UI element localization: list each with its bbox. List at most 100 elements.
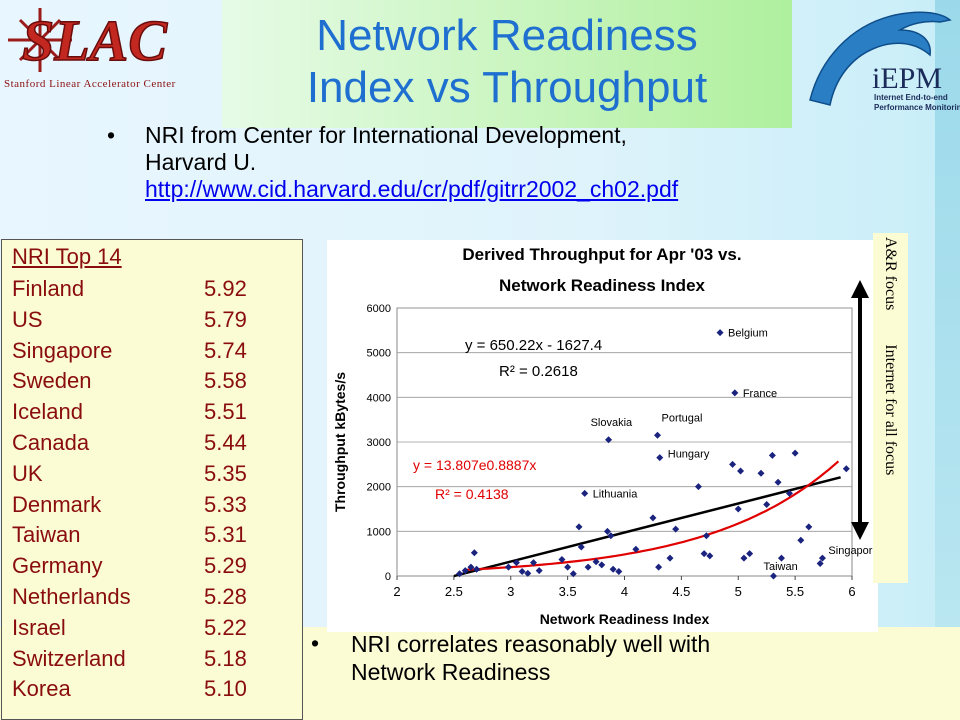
data-point bbox=[706, 552, 714, 560]
iepm-logo: iEPM Internet End-to-end Performance Mon… bbox=[800, 0, 960, 120]
exponential-trendline bbox=[465, 460, 840, 571]
x-axis-label: Network Readiness Index bbox=[540, 611, 710, 627]
data-point bbox=[609, 565, 617, 573]
x-tick-label: 3 bbox=[507, 584, 514, 599]
data-point bbox=[777, 554, 785, 562]
nri-row: Taiwan 5.31 bbox=[12, 522, 302, 553]
bullet-correlation-line2: Network Readiness bbox=[351, 659, 551, 685]
cid-harvard-link[interactable]: http://www.cid.harvard.edu/cr/pdf/gitrr2… bbox=[145, 176, 679, 202]
nri-row: Iceland 5.51 bbox=[12, 399, 302, 430]
title-box: Network Readiness Index vs Throughput bbox=[222, 0, 792, 128]
bullet-marker: • bbox=[107, 122, 116, 148]
linear-r2: R² = 0.2618 bbox=[499, 363, 578, 380]
nri-value: 5.22 bbox=[204, 614, 247, 640]
nri-country: UK bbox=[12, 460, 43, 486]
x-tick-label: 2.5 bbox=[445, 584, 463, 599]
nri-value: 5.51 bbox=[204, 399, 247, 425]
data-point bbox=[518, 568, 526, 576]
nri-value: 5.92 bbox=[204, 276, 247, 301]
data-point bbox=[702, 532, 710, 540]
data-point bbox=[592, 558, 600, 566]
nri-row: Canada 5.44 bbox=[12, 430, 302, 461]
data-point bbox=[770, 572, 778, 580]
nri-country: Finland bbox=[12, 276, 85, 301]
y-tick-label: 4000 bbox=[367, 392, 391, 404]
bullet-nri-source-line1: NRI from Center for International Develo… bbox=[145, 122, 627, 148]
data-point bbox=[649, 514, 657, 522]
nri-country: Iceland bbox=[12, 399, 83, 425]
data-point bbox=[615, 568, 623, 576]
nri-country: Singapore bbox=[12, 337, 113, 363]
data-point bbox=[737, 467, 745, 475]
nri-row: UK 5.35 bbox=[12, 461, 302, 492]
data-point bbox=[716, 329, 724, 337]
nri-row: Singapore 5.74 bbox=[12, 338, 302, 369]
nri-value: 5.35 bbox=[204, 460, 247, 486]
data-point bbox=[461, 567, 469, 575]
vertical-double-arrow-icon bbox=[851, 280, 869, 540]
slac-subtitle: Stanford Linear Accelerator Center bbox=[4, 78, 176, 90]
bullet-correlation: • NRI correlates reasonably well with Ne… bbox=[311, 630, 911, 686]
chart-title-line2: Network Readiness Index bbox=[499, 276, 706, 295]
slac-logo: SLAC Stanford Linear Accelerator Center bbox=[0, 0, 218, 100]
nri-country: Denmark bbox=[12, 491, 102, 517]
x-tick-label: 5 bbox=[735, 584, 742, 599]
nri-value: 5.58 bbox=[204, 368, 247, 394]
nri-row: Netherlands 5.28 bbox=[12, 584, 302, 615]
data-point bbox=[598, 561, 606, 569]
page-title-line2: Index vs Throughput bbox=[306, 63, 708, 112]
data-point bbox=[470, 549, 478, 557]
data-point bbox=[700, 550, 708, 558]
nri-top14-header: NRI Top 14 bbox=[12, 244, 122, 269]
data-point bbox=[666, 554, 674, 562]
x-tick-label: 2 bbox=[393, 584, 400, 599]
data-point bbox=[757, 469, 765, 477]
nri-country: Canada bbox=[12, 430, 90, 455]
nri-row: Switzerland 5.18 bbox=[12, 646, 302, 677]
point-label: France bbox=[743, 388, 777, 400]
y-tick-label: 2000 bbox=[367, 482, 391, 494]
point-label: Belgium bbox=[728, 328, 768, 340]
data-point bbox=[797, 536, 805, 544]
data-point bbox=[535, 567, 543, 575]
focus-side-label: A&R focus Internet for all focus bbox=[873, 233, 908, 583]
nri-row: Germany 5.29 bbox=[12, 553, 302, 584]
data-point bbox=[791, 449, 799, 457]
y-tick-label: 5000 bbox=[367, 348, 391, 360]
nri-value: 5.18 bbox=[204, 645, 247, 671]
nri-country: US bbox=[12, 306, 43, 332]
point-label: Slovakia bbox=[591, 417, 633, 429]
data-point bbox=[581, 489, 589, 497]
data-point bbox=[558, 555, 566, 563]
iepm-subtitle-2: Performance Monitoring bbox=[874, 103, 960, 112]
right-stripe bbox=[935, 0, 960, 627]
nri-value: 5.10 bbox=[204, 676, 247, 702]
iepm-subtitle-1: Internet End-to-end bbox=[874, 93, 948, 102]
linear-trendline bbox=[453, 476, 841, 578]
data-point bbox=[740, 554, 748, 562]
point-label: Lithuania bbox=[593, 488, 639, 500]
nri-country: Netherlands bbox=[12, 584, 131, 609]
iepm-logo-text: iEPM bbox=[872, 62, 942, 95]
nri-value: 5.28 bbox=[204, 584, 247, 609]
data-point bbox=[774, 478, 782, 486]
data-point bbox=[473, 565, 481, 573]
point-label: Singapore bbox=[828, 545, 878, 557]
bullet-marker: • bbox=[311, 630, 320, 656]
exponential-r2: R² = 0.4138 bbox=[435, 486, 509, 502]
nri-value: 5.44 bbox=[204, 430, 247, 455]
x-tick-label: 4 bbox=[621, 584, 628, 599]
data-point bbox=[653, 431, 661, 439]
data-point bbox=[746, 550, 754, 558]
data-point bbox=[575, 523, 583, 531]
nri-country: Israel bbox=[12, 614, 66, 640]
exponential-equation: y = 13.807e0.8887x bbox=[413, 457, 536, 473]
data-point bbox=[467, 563, 475, 571]
bullet-nri-source-line2: Harvard U. bbox=[145, 149, 257, 175]
x-tick-label: 3.5 bbox=[559, 584, 577, 599]
data-point bbox=[603, 527, 611, 535]
nri-row: Korea 5.10 bbox=[12, 676, 302, 707]
nri-value: 5.79 bbox=[204, 306, 247, 332]
data-point bbox=[524, 569, 532, 577]
data-point bbox=[577, 543, 585, 551]
